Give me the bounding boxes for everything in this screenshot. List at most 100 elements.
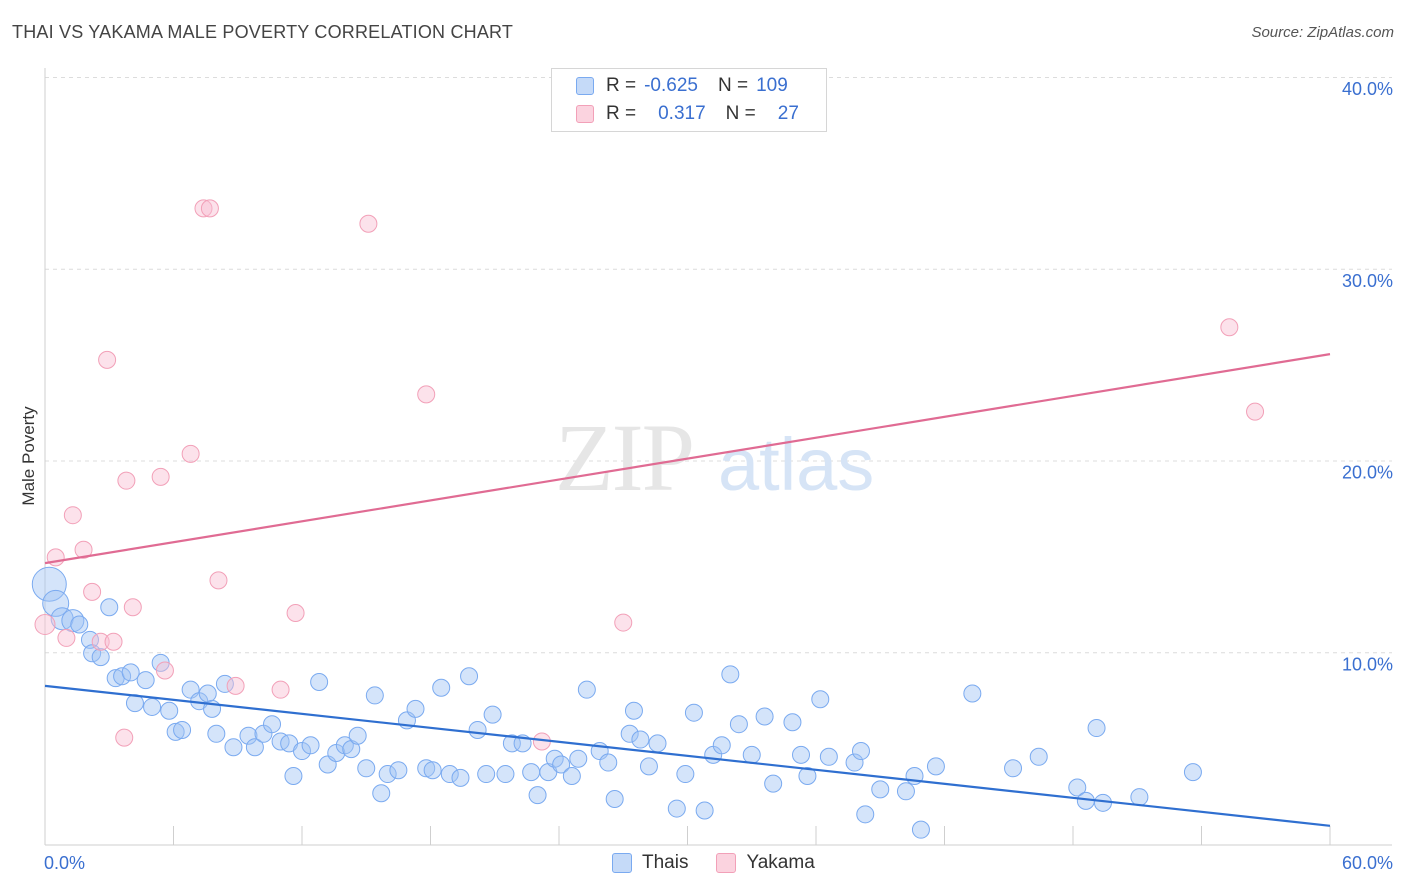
data-point-yakama (83, 582, 102, 601)
data-point-thais (378, 765, 397, 784)
data-point-thais (783, 713, 802, 732)
watermark-zip: ZIP (555, 404, 693, 511)
data-point-thais (648, 734, 667, 753)
data-point-thais (624, 701, 643, 720)
data-point-yakama (115, 728, 134, 747)
data-point-thais (239, 726, 258, 745)
data-point-thais (160, 701, 179, 720)
data-point-thais (851, 742, 870, 761)
data-point-thais (173, 720, 192, 739)
y-tick-label: 20.0% (1342, 463, 1393, 483)
data-point-thais (1004, 759, 1023, 778)
data-point-yakama (1220, 318, 1239, 337)
data-point-thais (284, 766, 303, 785)
trend-line-thais (44, 684, 1331, 827)
data-point-thais (856, 805, 875, 824)
legend-n-label: N = (717, 75, 749, 96)
data-point-thais (620, 724, 639, 743)
legend-n-value: 109 (756, 75, 788, 96)
data-point-thais (365, 686, 384, 705)
data-point-thais (423, 761, 442, 780)
legend-r-label: R = (606, 103, 637, 124)
data-point-thais (1029, 747, 1048, 766)
data-point-thais (301, 736, 320, 755)
legend-n-value: 27 (777, 103, 799, 124)
data-point-yakama (614, 613, 633, 632)
data-point-thais (477, 765, 496, 784)
data-point-thais (811, 690, 830, 709)
data-point-thais (143, 697, 162, 716)
data-point-thais (496, 765, 515, 784)
data-point-yakama (123, 598, 142, 617)
data-point-yakama (117, 471, 136, 490)
data-point-thais (721, 665, 740, 684)
data-point-thais (764, 774, 783, 793)
correlation-legend: R = -0.625 N = 109 R = 0.317 N = 27 (551, 68, 827, 132)
data-point-thais (552, 755, 571, 774)
data-point-yakama (151, 467, 170, 486)
legend-swatch-yakama (576, 105, 594, 123)
data-point-thais (819, 747, 838, 766)
series-legend-thais: Thais (612, 852, 688, 874)
data-point-thais (136, 671, 155, 690)
data-point-thais (417, 759, 436, 778)
data-point-thais (631, 730, 650, 749)
data-point-thais (483, 705, 502, 724)
data-point-yakama (57, 628, 76, 647)
x-tick-label: 0.0% (44, 853, 85, 873)
data-point-thais (1130, 788, 1149, 807)
data-point-thais (569, 749, 588, 768)
data-point-thais (207, 724, 226, 743)
data-point-thais (605, 789, 624, 808)
data-point-thais (755, 707, 774, 726)
data-point-thais (667, 799, 686, 818)
watermark-atlas: atlas (718, 423, 874, 506)
data-point-thais (798, 766, 817, 785)
y-tick-label: 40.0% (1342, 79, 1393, 99)
data-point-thais (310, 673, 329, 692)
data-point-thais (676, 765, 695, 784)
data-point-thais (562, 766, 581, 785)
series-thais-points (31, 566, 1202, 839)
trend-lines (44, 353, 1331, 827)
data-point-thais (348, 726, 367, 745)
data-point-yakama (359, 214, 378, 233)
legend-row-yakama: R = 0.317 N = 27 (552, 101, 799, 127)
data-point-thais (245, 738, 264, 757)
data-point-yakama (286, 603, 305, 622)
data-point-thais (166, 722, 185, 741)
data-point-thais (1183, 763, 1202, 782)
data-point-thais (1068, 778, 1087, 797)
data-point-thais (639, 757, 658, 776)
data-point-thais (406, 699, 425, 718)
series-yakama-points (34, 199, 1265, 751)
data-point-yakama (91, 632, 110, 651)
data-point-yakama (271, 680, 290, 699)
data-point-thais (712, 736, 731, 755)
data-point-thais (896, 782, 915, 801)
data-point-thais (871, 780, 890, 799)
data-point-yakama (209, 571, 228, 590)
series-legend: Thais Yakama (612, 852, 843, 874)
data-point-thais (198, 684, 217, 703)
data-point-yakama (200, 199, 219, 218)
y-tick-label: 30.0% (1342, 271, 1393, 291)
data-point-thais (31, 566, 67, 602)
data-point-thais (577, 680, 596, 699)
data-point-thais (695, 801, 714, 820)
data-point-thais (389, 761, 408, 780)
data-point-thais (42, 589, 70, 617)
data-point-thais (911, 820, 930, 839)
axes (44, 68, 1392, 846)
watermark: ZIP atlas (555, 404, 874, 511)
legend-swatch-thais (576, 77, 594, 95)
data-point-thais (263, 715, 282, 734)
data-point-thais (522, 763, 541, 782)
series-swatch-yakama (716, 853, 737, 873)
chart-title: THAI VS YAKAMA MALE POVERTY CORRELATION … (12, 22, 514, 42)
trend-line-yakama (44, 353, 1331, 565)
data-point-thais (729, 715, 748, 734)
data-point-yakama (155, 661, 174, 680)
series-label-yakama: Yakama (746, 852, 815, 873)
data-point-thais (963, 684, 982, 703)
